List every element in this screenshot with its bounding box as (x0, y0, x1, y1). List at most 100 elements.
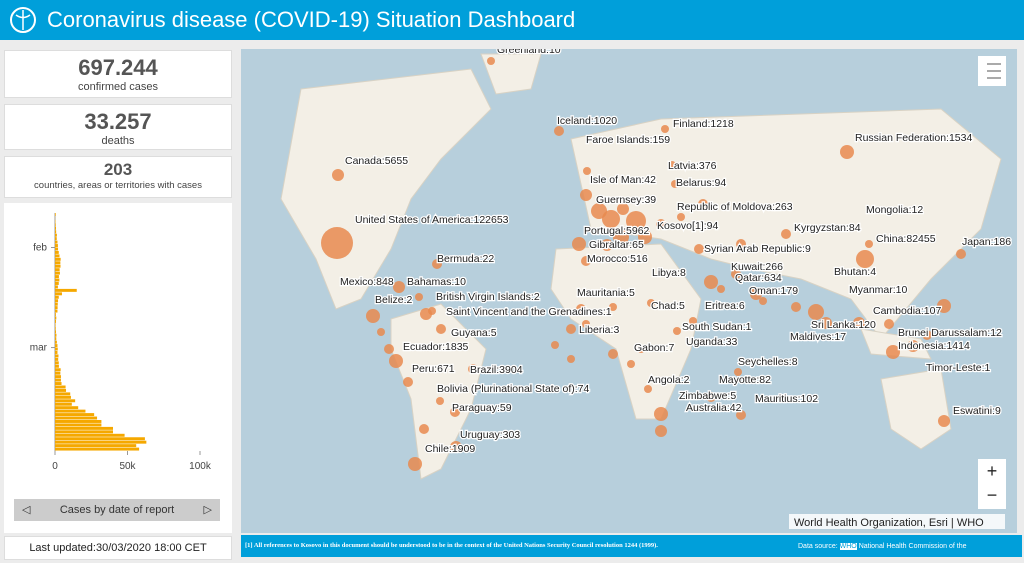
zoom-control[interactable] (978, 459, 1006, 509)
map-label: Paraguay:59 (452, 402, 512, 414)
bar (55, 261, 61, 265)
map-label: Liberia:3 (579, 324, 619, 336)
attribution: World Health Organization, Esri | WHO (794, 517, 984, 529)
map-label: Gibraltar:65 (589, 239, 644, 251)
case-circle (468, 364, 478, 374)
map-label: Belize:2 (375, 294, 413, 306)
map-label: Eritrea:6 (705, 300, 745, 312)
map-label: Bahamas:10 (407, 276, 466, 288)
bar (55, 226, 57, 230)
bar (55, 347, 58, 351)
case-circle (820, 317, 832, 329)
case-circle (601, 239, 613, 251)
bar (55, 264, 61, 268)
bar (55, 447, 140, 451)
x-tick-label: 100k (189, 461, 212, 472)
bar (55, 340, 57, 344)
map-label: Morocco:516 (587, 253, 648, 265)
bar (55, 395, 71, 399)
bar (55, 288, 77, 292)
map-label: Brazil:3904 (470, 364, 523, 376)
case-circle (791, 302, 801, 312)
source-link[interactable]: WHO (839, 543, 857, 550)
case-circle (321, 227, 353, 259)
bar (55, 257, 61, 261)
case-circle (671, 180, 679, 188)
bar (55, 223, 56, 227)
bar (55, 323, 56, 327)
map-label: Portugal:5962 (584, 225, 650, 237)
map-label: Seychelles:8 (738, 356, 798, 368)
zoom-out[interactable]: − (987, 485, 998, 505)
bar (55, 378, 61, 382)
case-circle (403, 377, 413, 387)
stat-box: 697.244 confirmed cases (4, 50, 232, 98)
bar (55, 437, 145, 441)
map-label: Bhutan:4 (834, 266, 876, 278)
map-label: Mongolia:12 (866, 204, 923, 216)
y-tick-label: mar (30, 343, 48, 354)
case-circle (384, 344, 394, 354)
bar (55, 330, 57, 334)
case-circle (706, 392, 716, 402)
bar (55, 233, 57, 237)
case-circle (602, 210, 620, 228)
y-tick-label: feb (33, 243, 47, 254)
bar (55, 268, 60, 272)
case-circle (704, 275, 718, 289)
case-circle (420, 308, 432, 320)
case-circle (668, 161, 676, 169)
map-label: Isle of Man:42 (590, 174, 656, 186)
bar (55, 371, 61, 375)
map-label: Russian Federation:1534 (855, 132, 972, 144)
x-tick-label: 50k (119, 461, 136, 472)
case-circle (856, 250, 874, 268)
bar (55, 319, 57, 323)
bar (55, 282, 59, 285)
map-label: British Virgin Islands:2 (436, 291, 540, 303)
map-label: Chad:5 (651, 300, 685, 312)
last-updated: Last updated:30/03/2020 18:00 CET (4, 536, 232, 560)
case-circle (750, 288, 762, 300)
case-circle (731, 269, 741, 279)
bar (55, 302, 58, 306)
stat-value: 203 (103, 160, 133, 179)
map-label: Guernsey:39 (596, 194, 656, 206)
bar (55, 278, 60, 282)
case-circle (956, 249, 966, 259)
case-circle (332, 169, 344, 181)
case-circle (608, 349, 618, 359)
case-circle (609, 303, 617, 311)
map-label: Mayotte:82 (719, 374, 771, 386)
bar (55, 409, 86, 413)
map-label: Chile:1909 (425, 443, 475, 455)
bar (55, 247, 59, 251)
bar (55, 392, 71, 396)
case-circle (450, 441, 462, 453)
case-circle (717, 285, 725, 293)
bar (55, 433, 125, 437)
zoom-in[interactable]: + (987, 461, 998, 481)
chart-selector[interactable]: ◁ Cases by date of report ▷ (14, 499, 220, 521)
bar (55, 271, 60, 275)
bar (55, 313, 56, 316)
case-circle (637, 345, 645, 353)
map-label: Kuwait:266 (731, 261, 783, 273)
bar (55, 364, 59, 368)
stat-box: 33.257 deaths (4, 104, 232, 150)
case-circle (626, 211, 646, 231)
map-label: Kosovo[1]:94 (657, 220, 718, 232)
map-label: Maldives:17 (790, 331, 846, 343)
case-circle (644, 385, 652, 393)
stat-label: countries, areas or territories with cas… (34, 180, 202, 191)
map-label: Syrian Arab Republic:9 (704, 243, 811, 255)
case-circle (408, 457, 422, 471)
case-circle (938, 415, 950, 427)
selector-label: Cases by date of report (59, 504, 175, 516)
map-label: Saint Vincent and the Grenadines:1 (446, 306, 612, 318)
case-circle (389, 354, 403, 368)
case-circle (487, 57, 495, 65)
header: Coronavirus disease (COVID-19) Situation… (0, 0, 1024, 40)
map-label: Latvia:376 (668, 160, 717, 172)
